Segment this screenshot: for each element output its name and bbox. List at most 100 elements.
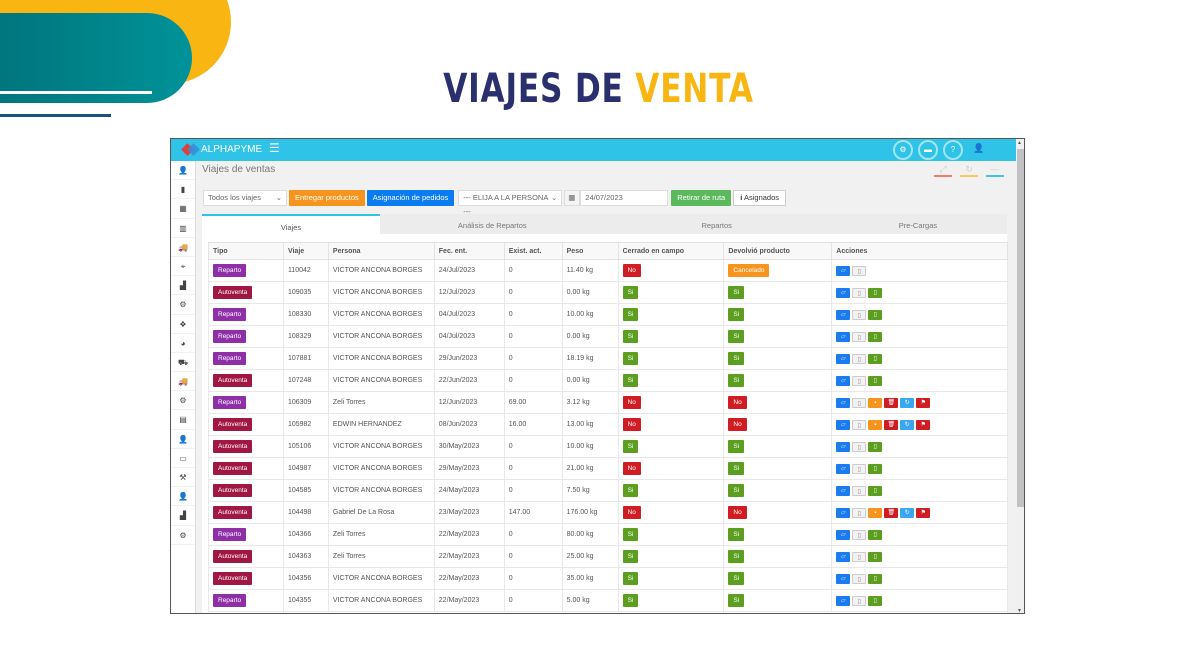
document-icon[interactable]: ▯ xyxy=(852,595,867,606)
open-folder-icon[interactable]: ▱ xyxy=(836,331,851,342)
cerrado-badge[interactable]: No xyxy=(622,264,641,277)
cerrado-badge[interactable]: No xyxy=(622,418,641,431)
cerrado-badge[interactable]: Si xyxy=(622,528,639,541)
devolvio-badge[interactable]: Si xyxy=(728,550,745,563)
cerrado-badge[interactable]: Si xyxy=(622,572,639,585)
document-icon[interactable]: ▯ xyxy=(852,419,867,430)
flag-icon[interactable]: ⚑ xyxy=(916,419,931,430)
cerrado-badge[interactable]: No xyxy=(622,396,641,409)
devolvio-badge[interactable]: No xyxy=(728,418,747,431)
devolvio-badge[interactable]: Si xyxy=(728,308,745,321)
sidebar-truck-icon[interactable]: 🚚 xyxy=(171,238,195,257)
document-icon[interactable]: ▯ xyxy=(852,375,867,386)
chat-icon[interactable]: ▬ xyxy=(918,140,938,160)
sidebar-cubes-icon[interactable]: ❖ xyxy=(171,315,195,334)
green-document-icon[interactable]: ▯ xyxy=(868,441,883,452)
cerrado-badge[interactable]: Si xyxy=(622,330,639,343)
devolvio-badge[interactable]: Si xyxy=(728,572,745,585)
cerrado-badge[interactable]: Si xyxy=(622,286,639,299)
sidebar-cogs-icon[interactable]: ⚙ xyxy=(171,295,195,315)
sidebar-calculator-icon[interactable]: ▦ xyxy=(171,199,195,219)
cerrado-badge[interactable]: Si xyxy=(622,594,639,607)
green-document-icon[interactable]: ▯ xyxy=(868,375,883,386)
user-icon[interactable]: 👤 xyxy=(973,143,985,153)
green-document-icon[interactable]: ▯ xyxy=(868,529,883,540)
column-header[interactable]: Acciones xyxy=(831,242,1008,260)
open-folder-icon[interactable]: ▱ xyxy=(836,463,851,474)
cerrado-badge[interactable]: Si xyxy=(622,374,639,387)
delete-icon[interactable]: 🗑 xyxy=(884,419,899,430)
column-header[interactable]: Persona xyxy=(327,242,435,260)
sidebar-bookmark-icon[interactable]: ▮ xyxy=(171,180,195,200)
open-folder-icon[interactable]: ▱ xyxy=(836,353,851,364)
document-icon[interactable]: ▯ xyxy=(852,485,867,496)
column-header[interactable]: Fec. ent. xyxy=(433,242,505,260)
open-folder-icon[interactable]: ▱ xyxy=(836,375,851,386)
cerrado-badge[interactable]: Si xyxy=(622,440,639,453)
open-folder-icon[interactable]: ▱ xyxy=(836,595,851,606)
collapse-icon[interactable]: — xyxy=(986,164,1004,177)
devolvio-badge[interactable]: Si xyxy=(728,374,745,387)
settings-cogs-icon[interactable]: ⚙ xyxy=(893,140,913,160)
flag-icon[interactable]: ⚑ xyxy=(916,397,931,408)
open-folder-icon[interactable]: ▱ xyxy=(836,287,851,298)
green-document-icon[interactable]: ▯ xyxy=(868,551,883,562)
sidebar-cogs-icon[interactable]: ⚙ xyxy=(171,391,195,411)
devolvio-badge[interactable]: Si xyxy=(728,440,745,453)
green-document-icon[interactable]: ▯ xyxy=(868,287,883,298)
open-folder-icon[interactable]: ▱ xyxy=(836,573,851,584)
devolvio-badge[interactable]: No xyxy=(728,506,747,519)
cerrado-badge[interactable]: Si xyxy=(622,352,639,365)
delete-icon[interactable]: 🗑 xyxy=(884,507,899,518)
column-header[interactable]: Devolvió producto xyxy=(723,242,833,260)
devolvio-badge[interactable]: Si xyxy=(728,462,745,475)
deliver-products-button[interactable]: Entregar productos xyxy=(289,190,365,206)
devolvio-badge[interactable]: Si xyxy=(728,352,745,365)
devolvio-badge[interactable]: Si xyxy=(728,484,745,497)
refresh-icon[interactable]: ↻ xyxy=(900,419,915,430)
edit-icon[interactable]: ▪ xyxy=(868,419,883,430)
assigned-button[interactable]: i Asignados xyxy=(733,190,787,206)
edit-icon[interactable]: ▪ xyxy=(868,507,883,518)
open-folder-icon[interactable]: ▱ xyxy=(836,419,851,430)
refresh-icon[interactable]: ↻ xyxy=(900,507,915,518)
document-icon[interactable]: ▯ xyxy=(852,309,867,320)
edit-icon[interactable]: ▪ xyxy=(868,397,883,408)
document-icon[interactable]: ▯ xyxy=(852,529,867,540)
cerrado-badge[interactable]: Si xyxy=(622,308,639,321)
assign-orders-button[interactable]: Asignación de pedidos xyxy=(366,190,455,206)
sidebar-cogs-icon[interactable]: ⚙ xyxy=(171,526,195,545)
sidebar-user-icon[interactable]: 👤 xyxy=(171,487,195,507)
open-folder-icon[interactable]: ▱ xyxy=(836,309,851,320)
calendar-icon[interactable]: ▦ xyxy=(564,190,581,206)
sidebar-map-marker-icon[interactable]: ⌖ xyxy=(171,257,195,277)
trip-filter-select[interactable]: Todos los viajes ⌄ xyxy=(203,190,287,206)
cerrado-badge[interactable]: Si xyxy=(622,484,639,497)
column-header[interactable]: Peso xyxy=(561,242,619,260)
expand-icon[interactable]: ⤢ xyxy=(934,164,952,177)
document-icon[interactable]: ▯ xyxy=(852,265,867,276)
document-icon[interactable]: ▯ xyxy=(852,331,867,342)
sidebar-area-chart-icon[interactable]: ▟ xyxy=(171,506,195,526)
sidebar-user-icon[interactable]: 👤 xyxy=(171,161,195,181)
document-icon[interactable]: ▯ xyxy=(852,397,867,408)
cerrado-badge[interactable]: No xyxy=(622,462,641,475)
sidebar-bar-chart-icon[interactable]: ▥ xyxy=(171,219,195,238)
open-folder-icon[interactable]: ▱ xyxy=(836,485,851,496)
devolvio-badge[interactable]: Si xyxy=(728,594,745,607)
menu-toggle-icon[interactable]: ☰ xyxy=(269,141,280,155)
open-folder-icon[interactable]: ▱ xyxy=(836,397,851,408)
document-icon[interactable]: ▯ xyxy=(852,441,867,452)
date-input[interactable]: 24/07/2023 xyxy=(580,190,669,206)
green-document-icon[interactable]: ▯ xyxy=(868,595,883,606)
document-icon[interactable]: ▯ xyxy=(852,287,867,298)
column-header[interactable]: Exist. act. xyxy=(503,242,563,260)
delete-icon[interactable]: 🗑 xyxy=(884,397,899,408)
help-icon[interactable]: ? xyxy=(943,140,963,160)
document-icon[interactable]: ▯ xyxy=(852,551,867,562)
sidebar-pie-chart-icon[interactable]: ◕ xyxy=(171,334,195,353)
open-folder-icon[interactable]: ▱ xyxy=(836,441,851,452)
document-icon[interactable]: ▯ xyxy=(852,463,867,474)
devolvio-badge[interactable]: No xyxy=(728,396,747,409)
sidebar-id-card-icon[interactable]: ▭ xyxy=(171,449,195,468)
